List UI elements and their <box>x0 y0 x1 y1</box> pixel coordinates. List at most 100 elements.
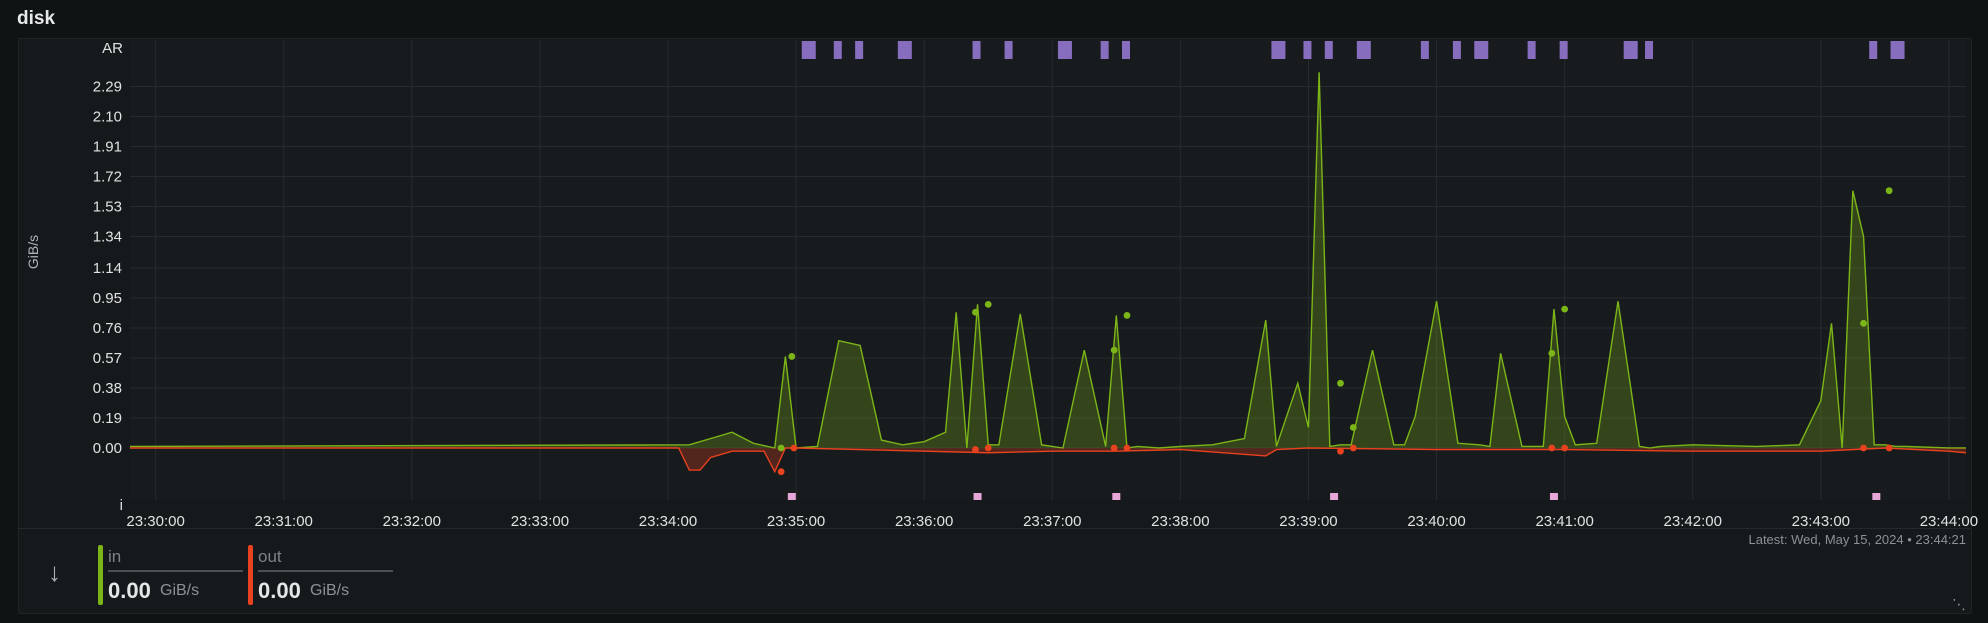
legend-series-out[interactable]: out 0.00 GiB/s <box>248 545 393 605</box>
series-area-out <box>130 448 1966 472</box>
top-annotation-mark <box>1869 41 1878 59</box>
bottom-annotation-mark <box>973 493 982 500</box>
legend-color-bar-out <box>248 545 253 605</box>
y-axis-label: GiB/s <box>25 235 41 269</box>
top-annotation-mark <box>801 41 816 59</box>
x-tick-label: 23:35:00 <box>767 513 825 530</box>
top-annotation-mark <box>1527 41 1536 59</box>
y-tick-label: 1.53 <box>93 198 122 215</box>
series-line-out <box>130 447 1967 474</box>
x-tick-label: 23:34:00 <box>639 513 697 530</box>
y-tick-label: 0.00 <box>93 440 122 457</box>
x-tick-label: 23:41:00 <box>1535 513 1593 530</box>
y-tick-label: 0.57 <box>93 350 122 367</box>
legend-name-in: in <box>108 547 122 566</box>
y-tick-label: 2.10 <box>93 109 122 126</box>
legend-divider <box>258 570 393 572</box>
y-tick-label: 0.19 <box>93 410 122 427</box>
bottom-annotation-mark <box>787 493 796 500</box>
resize-handle-icon[interactable]: ⋱ <box>1952 596 1966 612</box>
out-marker <box>1349 444 1357 452</box>
y-tick-label: 1.72 <box>93 168 122 185</box>
legend-value-in: 0.00 <box>108 578 151 603</box>
in-marker <box>1885 187 1893 195</box>
top-annotation-mark <box>1100 41 1109 59</box>
in-marker <box>972 308 979 316</box>
x-tick-label: 23:43:00 <box>1792 513 1850 530</box>
out-marker <box>1337 447 1344 455</box>
top-annotation-mark <box>1121 41 1130 59</box>
arrow-down-icon[interactable]: ↓ <box>48 557 61 587</box>
x-tick-label: 23:40:00 <box>1407 513 1465 530</box>
top-annotation-mark <box>1356 41 1371 59</box>
out-marker <box>972 446 979 453</box>
top-annotation-mark <box>1303 41 1312 59</box>
top-annotation-mark <box>1559 41 1568 59</box>
in-marker <box>984 300 992 308</box>
top-row-label: AR <box>102 40 123 57</box>
top-annotation-mark <box>1324 41 1333 59</box>
x-tick-label: 23:44:00 <box>1920 513 1978 530</box>
y-tick-label: 0.95 <box>93 290 122 307</box>
legend-color-bar-in <box>98 545 103 605</box>
top-annotation-mark <box>1004 41 1013 59</box>
y-tick-label: 1.91 <box>93 139 122 156</box>
in-marker <box>1860 319 1867 327</box>
bottom-annotation-mark <box>1549 493 1558 500</box>
x-tick-label: 23:42:00 <box>1664 513 1722 530</box>
x-tick-label: 23:37:00 <box>1023 513 1081 530</box>
in-marker <box>1110 346 1118 354</box>
in-marker <box>777 444 785 452</box>
top-annotation-mark <box>1474 41 1489 59</box>
y-tick-label: 0.38 <box>93 380 122 397</box>
in-marker <box>1337 379 1344 387</box>
y-tick-label: 0.76 <box>93 320 122 337</box>
top-annotation-mark <box>1452 41 1461 59</box>
legend-name-out: out <box>258 547 282 566</box>
x-tick-label: 23:33:00 <box>511 513 569 530</box>
bottom-annotation-mark <box>1330 493 1339 500</box>
bottom-annotation-mark <box>1112 493 1121 500</box>
top-annotation-mark <box>833 41 842 59</box>
legend-unit-out: GiB/s <box>310 582 350 599</box>
out-marker <box>777 468 785 476</box>
bottom-annotation-mark <box>1872 493 1881 500</box>
top-annotation-mark <box>1057 41 1072 59</box>
top-annotation-mark <box>1645 41 1654 59</box>
in-marker <box>1561 305 1569 313</box>
panel-title: disk <box>17 8 56 29</box>
top-annotation-mark <box>1890 41 1905 59</box>
series-line-in <box>129 72 1966 449</box>
out-marker <box>1860 444 1867 452</box>
x-tick-label: 23:38:00 <box>1151 513 1209 530</box>
in-marker <box>788 353 796 360</box>
out-marker <box>790 444 798 452</box>
y-tick-label: 1.14 <box>93 260 122 277</box>
x-tick-label: 23:32:00 <box>383 513 441 530</box>
out-marker <box>1885 444 1893 452</box>
x-tick-label: 23:36:00 <box>895 513 953 530</box>
legend <box>18 528 1970 613</box>
in-marker <box>1548 349 1556 357</box>
top-annotation-mark <box>855 41 864 59</box>
x-tick-label: 23:31:00 <box>255 513 313 530</box>
top-annotation-mark <box>1271 41 1286 59</box>
legend-divider <box>108 570 243 572</box>
in-marker <box>1349 424 1357 431</box>
bottom-row-label: i <box>120 497 123 514</box>
x-tick-label: 23:30:00 <box>126 513 184 530</box>
legend-value-out: 0.00 <box>258 578 301 603</box>
legend-series-in[interactable]: in 0.00 GiB/s <box>98 545 243 605</box>
x-tick-label: 23:39:00 <box>1279 513 1337 530</box>
y-tick-label: 1.34 <box>93 228 122 245</box>
top-annotation-mark <box>897 41 912 59</box>
plot-area <box>130 40 1966 500</box>
top-annotation-mark <box>1623 41 1638 59</box>
in-marker <box>1123 312 1131 319</box>
top-annotation-mark <box>972 41 981 59</box>
out-marker <box>1123 444 1131 452</box>
out-marker <box>1110 444 1118 452</box>
latest-timestamp: Latest: Wed, May 15, 2024 • 23:44:21 <box>1748 532 1966 547</box>
y-tick-label: 2.29 <box>93 79 122 96</box>
